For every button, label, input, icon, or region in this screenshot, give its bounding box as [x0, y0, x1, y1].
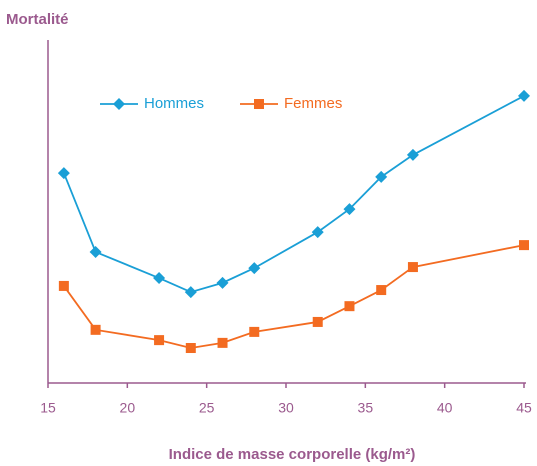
- legend-label: Hommes: [144, 95, 204, 112]
- point: [311, 226, 324, 239]
- x-tick-label: 20: [120, 400, 136, 416]
- point: [113, 98, 125, 110]
- point: [406, 148, 419, 161]
- point: [343, 203, 356, 216]
- point: [57, 167, 70, 180]
- point: [153, 272, 166, 285]
- chart-title: Mortalité: [6, 11, 69, 28]
- x-axis-label: Indice de masse corporelle (kg/m²): [169, 446, 416, 463]
- point: [217, 337, 228, 348]
- point: [90, 324, 101, 335]
- x-tick-label: 35: [358, 400, 374, 416]
- x-tick-label: 40: [437, 400, 453, 416]
- point: [58, 280, 69, 291]
- series-line: [63, 95, 525, 294]
- point: [376, 285, 387, 296]
- point: [249, 326, 260, 337]
- x-tick-label: 45: [516, 400, 532, 416]
- point: [185, 343, 196, 354]
- point: [407, 262, 418, 273]
- point: [518, 89, 530, 102]
- point: [248, 262, 261, 275]
- point: [216, 276, 229, 289]
- point: [184, 286, 197, 299]
- point: [519, 240, 529, 251]
- x-tick-label: 25: [199, 400, 215, 416]
- point: [154, 335, 165, 346]
- x-tick-label: 15: [40, 400, 56, 416]
- point: [375, 170, 388, 183]
- point: [344, 301, 355, 312]
- point: [254, 99, 264, 109]
- point: [89, 245, 102, 258]
- legend-label: Femmes: [284, 95, 342, 112]
- x-tick-label: 30: [278, 400, 294, 416]
- series-line: [63, 244, 525, 349]
- point: [312, 316, 323, 327]
